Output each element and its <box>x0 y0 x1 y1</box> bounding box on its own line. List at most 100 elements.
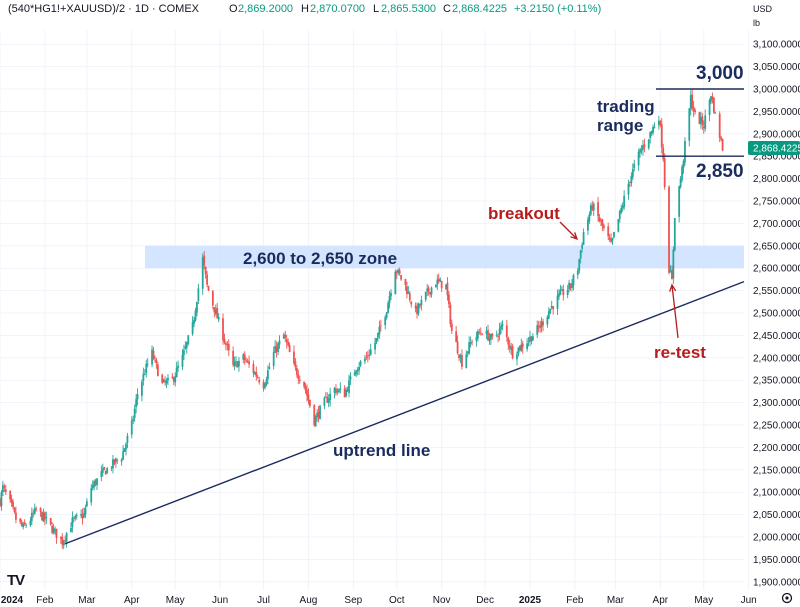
candle-body <box>316 412 319 418</box>
candle-body <box>597 202 599 217</box>
candle-body <box>637 151 640 166</box>
tradingview-logo[interactable]: TV <box>7 572 26 589</box>
candle-body <box>505 325 508 338</box>
candle-body <box>248 361 250 365</box>
candle-body <box>571 283 573 289</box>
candle-body <box>390 292 392 297</box>
candle-body <box>203 255 206 266</box>
candle-body <box>708 99 711 115</box>
candle-body <box>536 325 539 335</box>
candle-body <box>537 325 540 328</box>
gear-icon[interactable] <box>781 592 793 604</box>
candle-body <box>339 388 342 391</box>
candle-body <box>85 501 88 507</box>
candle-body <box>162 379 165 383</box>
candle-body <box>711 96 714 100</box>
candle-body <box>345 389 347 397</box>
candle-body <box>419 304 421 306</box>
change-value: +3.2150 (+0.11%) <box>514 3 601 15</box>
candle-body <box>130 420 133 435</box>
candle-body <box>33 508 36 514</box>
candle-body <box>578 259 581 272</box>
y-tick-label: 2,300.0000 <box>753 398 800 409</box>
open-value: 2,869.2000 <box>238 3 293 15</box>
candle-body <box>13 507 16 512</box>
candle-body <box>672 249 675 279</box>
candle-body <box>307 394 310 401</box>
candle-body <box>4 489 7 493</box>
candle-body <box>569 283 572 288</box>
retest-arrow-head <box>669 283 677 292</box>
candle-body <box>720 137 723 140</box>
candle-body <box>568 282 570 290</box>
candle-body <box>527 341 530 342</box>
x-tick-label: Feb <box>566 595 584 606</box>
candle-body <box>650 130 653 134</box>
candle-body <box>343 388 346 398</box>
candle-body <box>439 279 442 282</box>
candle-body <box>416 306 418 315</box>
x-tick-label: Aug <box>300 595 318 606</box>
x-tick-label: Mar <box>78 595 96 606</box>
candle-body <box>490 334 492 340</box>
candle-body <box>406 286 408 295</box>
candle-body <box>323 397 326 406</box>
candle-body <box>20 522 23 526</box>
candle-body <box>184 346 187 349</box>
time-axis[interactable]: 2024 Feb Mar Apr May Jun Jul Aug Sep Oct Nov Dec 202… <box>1 595 757 606</box>
candle-body <box>167 377 169 381</box>
candle-body <box>643 144 646 147</box>
candle-body <box>588 214 591 222</box>
level-label-2850: 2,850 <box>696 161 744 182</box>
logo-mark: TV <box>7 572 25 589</box>
candle-body <box>22 524 25 528</box>
candle-body <box>702 126 705 128</box>
candle-body <box>275 346 278 353</box>
candle-body <box>521 343 524 348</box>
uptrend-line[interactable] <box>64 280 745 545</box>
y-tick-label: 2,050.0000 <box>753 510 800 521</box>
x-tick-label: 2025 <box>519 595 542 606</box>
candle-body <box>395 271 398 273</box>
y-tick-label: 2,500.0000 <box>753 309 800 320</box>
candle-body <box>699 117 702 123</box>
candle-body <box>507 337 510 345</box>
candles <box>0 89 724 550</box>
trading-range-label-line2: range <box>597 116 643 135</box>
candle-body <box>349 376 352 380</box>
candle-body <box>114 458 117 463</box>
candle-body <box>113 459 116 464</box>
candle-body <box>368 354 371 356</box>
y-tick-label: 2,550.0000 <box>753 286 800 297</box>
candle-body <box>611 238 614 241</box>
candle-body <box>81 514 84 519</box>
breakout-arrow-head <box>570 232 579 241</box>
candle-body <box>327 398 330 403</box>
candle-body <box>225 343 227 345</box>
candle-body <box>610 239 612 242</box>
candle-body <box>576 270 579 275</box>
candle-body <box>410 301 413 305</box>
candle-body <box>145 363 148 374</box>
candle-body <box>335 388 337 394</box>
candle-body <box>682 160 685 168</box>
candle-body <box>233 361 236 367</box>
candle-body <box>285 339 288 343</box>
candle-body <box>295 367 298 375</box>
candle-body <box>549 308 552 313</box>
candle-body <box>120 459 123 462</box>
candle-body <box>385 312 388 318</box>
candle-body <box>434 284 437 288</box>
price-axis[interactable]: 1,900.0000 1,950.0000 2,000.0000 2,050.0000… <box>753 40 800 589</box>
candle-body <box>223 338 226 343</box>
candle-body <box>337 389 340 393</box>
candle-body <box>430 287 433 295</box>
candle-body <box>51 525 54 533</box>
candle-body <box>355 370 358 374</box>
candle-body <box>647 139 650 148</box>
candle-body <box>459 356 462 358</box>
y-tick-label: 2,400.0000 <box>753 353 800 364</box>
last-price-badge <box>748 140 800 155</box>
legend-header[interactable]: (540*HG1!+XAUUSD)/2 · 1D · COMEX O 2,869… <box>8 3 601 15</box>
